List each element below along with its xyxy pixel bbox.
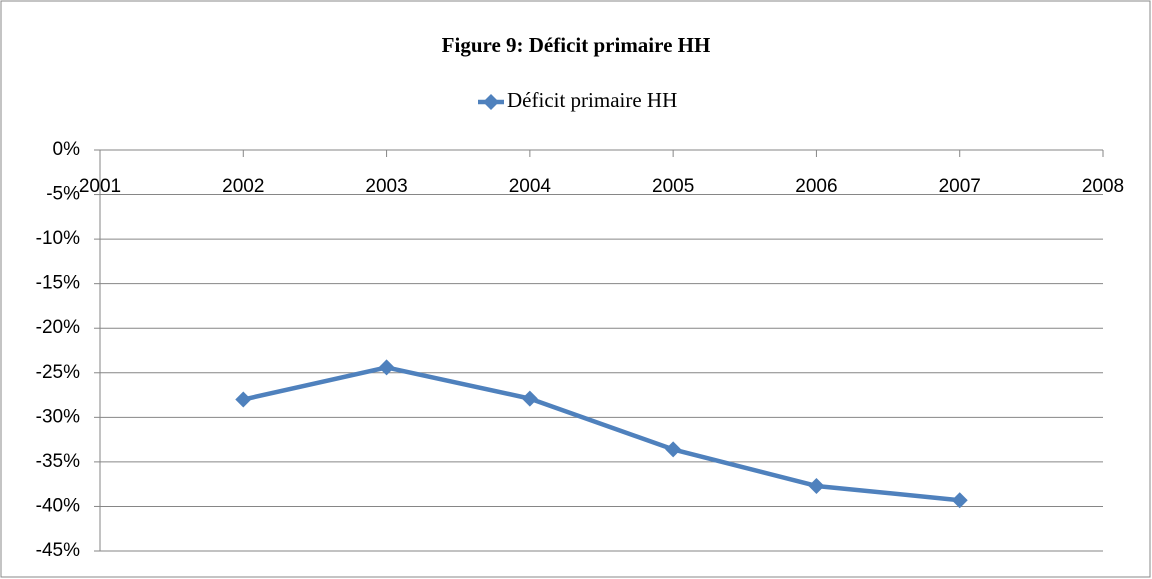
y-tick-label: -30%: [36, 406, 80, 427]
x-tick-label: 2001: [79, 176, 121, 197]
x-tick-label: 2008: [1082, 176, 1124, 197]
legend-label: Déficit primaire HH: [507, 88, 677, 112]
legend-marker: [483, 94, 499, 110]
x-tick-label: 2003: [365, 176, 407, 197]
x-tick-label: 2002: [222, 176, 264, 197]
y-tick-label: -25%: [36, 362, 80, 383]
x-tick-label: 2004: [509, 176, 552, 197]
x-tick-label: 2005: [652, 176, 694, 197]
data-point: [235, 391, 252, 408]
y-tick-label: -5%: [46, 184, 80, 205]
data-point: [808, 477, 825, 494]
y-tick-label: 0%: [53, 139, 81, 160]
data-point: [521, 390, 538, 407]
series-line: [242, 365, 960, 503]
y-tick-label: -10%: [36, 228, 80, 249]
data-point: [378, 359, 395, 376]
y-tick-label: -15%: [36, 273, 80, 294]
y-tick-label: -20%: [36, 317, 80, 338]
x-tick-label: 2007: [939, 176, 981, 197]
x-tick-label: 2006: [795, 176, 837, 197]
y-tick-label: -40%: [36, 495, 80, 516]
data-point: [951, 492, 968, 509]
y-tick-label: -35%: [36, 451, 80, 472]
data-point: [665, 441, 682, 458]
y-tick-label: -45%: [36, 540, 80, 561]
chart-title: Figure 9: Déficit primaire HH: [442, 33, 711, 57]
